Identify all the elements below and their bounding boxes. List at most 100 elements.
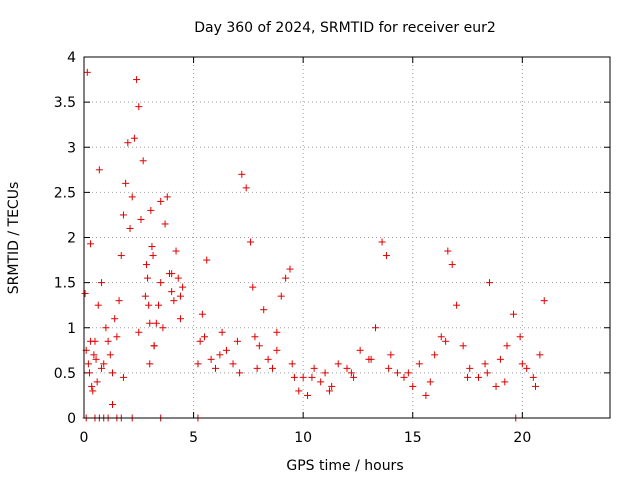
data-point: [325, 387, 333, 395]
data-point: [378, 238, 386, 246]
x-axis-label: GPS time / hours: [286, 458, 403, 474]
data-point: [176, 292, 184, 300]
data-point: [251, 333, 259, 341]
y-tick-label: 2: [67, 231, 76, 247]
data-point: [400, 373, 408, 381]
data-point: [124, 139, 132, 147]
data-point: [98, 364, 106, 372]
data-point: [431, 351, 439, 359]
data-point: [194, 360, 202, 368]
data-point: [273, 328, 281, 336]
data-point: [137, 215, 145, 223]
data-point: [350, 373, 358, 381]
x-tick-label: 15: [404, 430, 422, 446]
data-point: [393, 369, 401, 377]
data-point: [459, 342, 467, 350]
data-point: [501, 378, 509, 386]
data-point: [170, 297, 178, 305]
data-point: [88, 382, 96, 390]
data-point: [453, 301, 461, 309]
data-point: [404, 369, 412, 377]
data-point: [328, 382, 336, 390]
data-point: [176, 315, 184, 323]
data-point: [347, 369, 355, 377]
data-point: [141, 292, 149, 300]
data-point: [437, 333, 445, 341]
data-point: [382, 252, 390, 260]
data-point: [264, 355, 272, 363]
data-point: [317, 378, 325, 386]
data-point: [481, 360, 489, 368]
data-point: [448, 261, 456, 269]
data-point: [415, 360, 423, 368]
data-point: [147, 206, 155, 214]
data-point: [128, 193, 136, 201]
data-point: [108, 369, 116, 377]
data-point: [268, 364, 276, 372]
data-point: [249, 283, 257, 291]
data-point: [540, 297, 548, 305]
data-point: [288, 360, 296, 368]
data-point: [496, 355, 504, 363]
data-point: [135, 328, 143, 336]
data-point: [253, 364, 261, 372]
data-point: [106, 351, 114, 359]
data-point: [108, 400, 116, 408]
data-point: [149, 252, 157, 260]
data-point: [168, 270, 176, 278]
y-axis-label: SRMTID / TECUs: [6, 182, 22, 295]
data-point: [442, 337, 450, 345]
data-point: [464, 373, 472, 381]
data-point: [111, 315, 119, 323]
data-point: [371, 324, 379, 332]
data-point: [93, 378, 101, 386]
chart-title: Day 360 of 2024, SRMTID for receiver eur…: [194, 20, 496, 36]
data-point: [510, 310, 518, 318]
data-point: [148, 243, 156, 251]
data-point: [179, 283, 187, 291]
data-point: [290, 373, 298, 381]
data-point: [299, 373, 307, 381]
data-points: [81, 68, 548, 422]
data-point: [203, 256, 211, 264]
data-point: [485, 279, 493, 287]
data-point: [133, 76, 141, 84]
data-point: [216, 351, 224, 359]
data-point: [255, 342, 263, 350]
data-point: [100, 360, 108, 368]
data-point: [159, 324, 167, 332]
y-tick-label: 2.5: [54, 185, 76, 201]
y-tick-label: 0: [67, 411, 76, 427]
data-point: [273, 346, 281, 354]
data-point: [126, 224, 134, 232]
data-point: [144, 274, 152, 282]
data-point: [286, 265, 294, 273]
data-point: [385, 364, 393, 372]
data-point: [145, 301, 153, 309]
data-point: [247, 238, 255, 246]
data-point: [146, 319, 154, 327]
data-point: [152, 319, 160, 327]
data-point: [142, 261, 150, 269]
data-point: [157, 197, 165, 205]
data-point: [130, 134, 138, 142]
data-point: [102, 324, 110, 332]
data-point: [117, 252, 125, 260]
x-tick-label: 10: [294, 430, 312, 446]
data-point: [242, 184, 250, 192]
y-tick-label: 1: [67, 321, 76, 337]
data-point: [95, 166, 103, 174]
data-point: [483, 369, 491, 377]
data-point: [422, 391, 430, 399]
data-point: [236, 369, 244, 377]
y-tick-label: 3: [67, 140, 76, 156]
data-point: [85, 369, 93, 377]
data-point: [83, 68, 91, 76]
data-point: [387, 351, 395, 359]
data-point: [168, 288, 176, 296]
data-point: [308, 373, 316, 381]
data-point: [444, 247, 452, 255]
data-point: [207, 355, 215, 363]
data-point: [529, 373, 537, 381]
